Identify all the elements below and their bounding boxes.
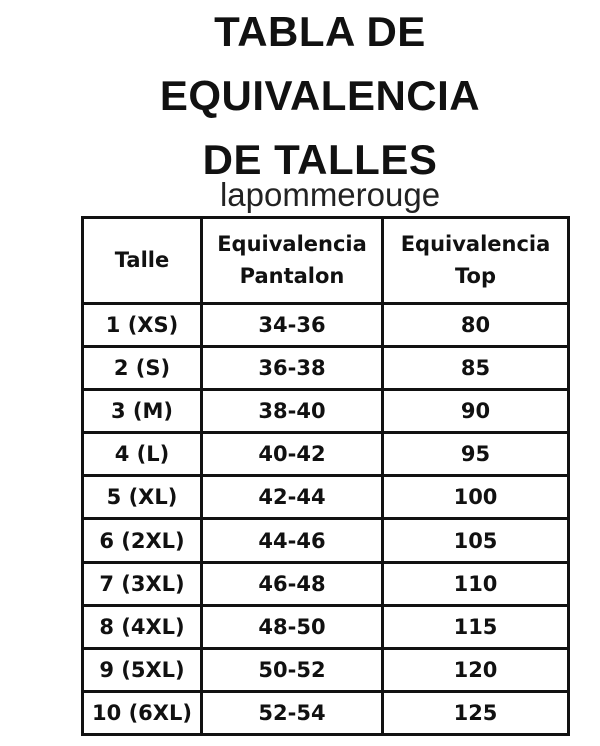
table-row: 7 (3XL) 46-48 110: [81, 560, 570, 607]
top-cell: 110: [381, 560, 570, 607]
pantalon-cell: 50-52: [200, 646, 384, 693]
title-line-3: DE TALLES: [202, 136, 438, 183]
header-row: Talle Equivalencia Pantalon Equivalencia T…: [81, 216, 570, 305]
pantalon-cell: 42-44: [200, 474, 384, 521]
pantalon-cell: 48-50: [200, 603, 384, 650]
header-label: Equivalencia: [217, 232, 367, 256]
pantalon-cell: 44-46: [200, 517, 384, 564]
table-row: 10 (6XL) 52-54 125: [81, 689, 570, 737]
top-cell: 105: [381, 517, 570, 564]
pantalon-cell: 36-38: [200, 345, 384, 392]
top-cell: 85: [381, 345, 570, 392]
header-top: Equivalencia Top: [381, 216, 570, 305]
top-cell: 95: [381, 431, 570, 478]
size-table: Talle Equivalencia Pantalon Equivalencia T…: [81, 216, 570, 737]
talle-cell: 3 (M): [81, 388, 203, 435]
table-row: 3 (M) 38-40 90: [81, 388, 570, 435]
table-row: 9 (5XL) 50-52 120: [81, 646, 570, 693]
pantalon-cell: 34-36: [200, 301, 384, 349]
header-label: Talle: [114, 247, 170, 272]
top-cell: 115: [381, 603, 570, 650]
talle-cell: 2 (S): [81, 345, 203, 392]
top-cell: 100: [381, 474, 570, 521]
table-row: 6 (2XL) 44-46 105: [81, 517, 570, 564]
talle-cell: 6 (2XL): [81, 517, 203, 564]
table-row: 5 (XL) 42-44 100: [81, 474, 570, 521]
pantalon-cell: 52-54: [200, 689, 384, 737]
pantalon-cell: 46-48: [200, 560, 384, 607]
top-cell: 120: [381, 646, 570, 693]
talle-cell: 8 (4XL): [81, 603, 203, 650]
talle-cell: 5 (XL): [81, 474, 203, 521]
talle-cell: 10 (6XL): [81, 689, 203, 737]
header-label: Equivalencia: [400, 232, 551, 256]
table-row: 2 (S) 36-38 85: [81, 345, 570, 392]
header-label: Pantalon: [239, 263, 345, 288]
talle-cell: 1 (XS): [81, 301, 203, 349]
talle-cell: 4 (L): [81, 431, 203, 478]
table-row: 8 (4XL) 48-50 115: [81, 603, 570, 650]
title-line-2: EQUIVALENCIA: [159, 72, 481, 119]
top-cell: 125: [381, 689, 570, 737]
header-pantalon: Equivalencia Pantalon: [200, 216, 384, 305]
table-row: 4 (L) 40-42 95: [81, 431, 570, 478]
talle-cell: 7 (3XL): [81, 560, 203, 607]
table-row: 1 (XS) 34-36 80: [81, 301, 570, 349]
talle-cell: 9 (5XL): [81, 646, 203, 693]
brand-name: lapommerouge: [219, 176, 441, 213]
top-cell: 80: [381, 301, 570, 349]
header-label: Top: [455, 263, 496, 288]
title-line-1: TABLA DE: [214, 8, 426, 55]
pantalon-cell: 40-42: [200, 431, 384, 478]
header-talle: Talle: [81, 216, 203, 305]
pantalon-cell: 38-40: [200, 388, 384, 435]
top-cell: 90: [381, 388, 570, 435]
